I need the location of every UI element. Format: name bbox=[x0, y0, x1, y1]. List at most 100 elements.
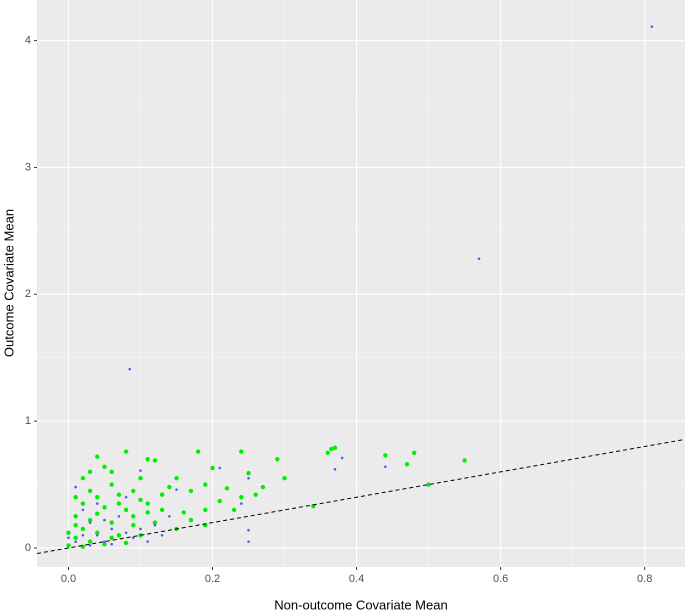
y-tick-label: 2 bbox=[25, 288, 31, 300]
point bbox=[102, 541, 107, 547]
point bbox=[109, 535, 114, 541]
point bbox=[124, 495, 128, 499]
point bbox=[74, 540, 77, 543]
point bbox=[145, 456, 150, 462]
point bbox=[195, 449, 201, 454]
point bbox=[131, 522, 136, 528]
point bbox=[131, 488, 136, 494]
point bbox=[247, 528, 250, 532]
point bbox=[103, 518, 106, 522]
point bbox=[66, 543, 71, 548]
point bbox=[175, 488, 178, 491]
point bbox=[404, 462, 410, 467]
point bbox=[66, 530, 71, 535]
point bbox=[138, 476, 143, 481]
point bbox=[95, 502, 99, 505]
point bbox=[109, 520, 114, 525]
point bbox=[102, 505, 107, 510]
point bbox=[109, 469, 114, 475]
point bbox=[87, 469, 93, 475]
point bbox=[110, 527, 113, 531]
point bbox=[74, 485, 77, 489]
point bbox=[247, 540, 250, 543]
point bbox=[95, 511, 100, 516]
point bbox=[218, 466, 222, 470]
point bbox=[240, 502, 243, 505]
x-tick-label: 0.0 bbox=[61, 573, 76, 585]
point bbox=[117, 514, 121, 518]
point bbox=[239, 449, 244, 454]
point bbox=[340, 456, 344, 460]
point bbox=[650, 25, 654, 28]
point bbox=[210, 465, 215, 471]
point bbox=[188, 517, 194, 523]
point bbox=[152, 458, 158, 463]
point bbox=[181, 510, 186, 515]
point bbox=[73, 495, 78, 500]
point bbox=[138, 497, 143, 502]
point bbox=[462, 458, 467, 463]
point bbox=[247, 476, 250, 480]
point bbox=[332, 445, 338, 450]
point bbox=[325, 450, 330, 456]
point bbox=[123, 540, 129, 546]
plot-panel bbox=[37, 0, 685, 567]
x-tick-label: 0.6 bbox=[493, 573, 508, 585]
point bbox=[477, 257, 481, 261]
point bbox=[67, 536, 70, 540]
point bbox=[253, 492, 258, 497]
point bbox=[282, 476, 287, 481]
point bbox=[88, 544, 92, 547]
point bbox=[131, 536, 135, 540]
point bbox=[123, 507, 129, 513]
point bbox=[153, 523, 157, 527]
y-tick-label: 0 bbox=[25, 542, 31, 554]
point bbox=[95, 530, 100, 535]
point bbox=[128, 367, 131, 371]
point bbox=[231, 507, 237, 513]
point bbox=[80, 544, 86, 549]
point bbox=[411, 450, 417, 456]
point bbox=[168, 514, 171, 518]
point bbox=[116, 492, 122, 497]
point bbox=[73, 535, 78, 541]
point bbox=[384, 465, 387, 469]
point bbox=[333, 468, 337, 471]
point bbox=[80, 526, 86, 532]
point bbox=[80, 501, 86, 506]
point bbox=[87, 488, 93, 494]
point bbox=[145, 501, 150, 506]
x-tick-label: 0.4 bbox=[349, 573, 364, 585]
point bbox=[152, 520, 158, 525]
y-tick-label: 3 bbox=[25, 161, 31, 173]
x-axis-title: Non-outcome Covariate Mean bbox=[274, 597, 447, 612]
point bbox=[81, 508, 85, 512]
y-axis-title: Outcome Covariate Mean bbox=[1, 209, 16, 357]
point bbox=[81, 533, 85, 537]
point bbox=[103, 540, 106, 543]
point bbox=[188, 488, 194, 494]
reference-line bbox=[36, 438, 685, 555]
point bbox=[260, 484, 266, 490]
x-tick-label: 0.2 bbox=[205, 573, 220, 585]
y-tick-label: 4 bbox=[25, 34, 31, 46]
point bbox=[80, 476, 86, 481]
point bbox=[174, 476, 179, 481]
point bbox=[102, 464, 107, 469]
point bbox=[217, 498, 222, 504]
point bbox=[73, 514, 78, 519]
point bbox=[109, 482, 114, 487]
point bbox=[123, 449, 129, 454]
point bbox=[87, 517, 93, 523]
point bbox=[110, 542, 113, 546]
point bbox=[426, 482, 431, 487]
point bbox=[88, 521, 92, 524]
point bbox=[275, 456, 280, 462]
point bbox=[246, 470, 251, 476]
point bbox=[116, 501, 122, 506]
point bbox=[87, 539, 93, 544]
point bbox=[203, 482, 208, 487]
point bbox=[239, 495, 244, 500]
